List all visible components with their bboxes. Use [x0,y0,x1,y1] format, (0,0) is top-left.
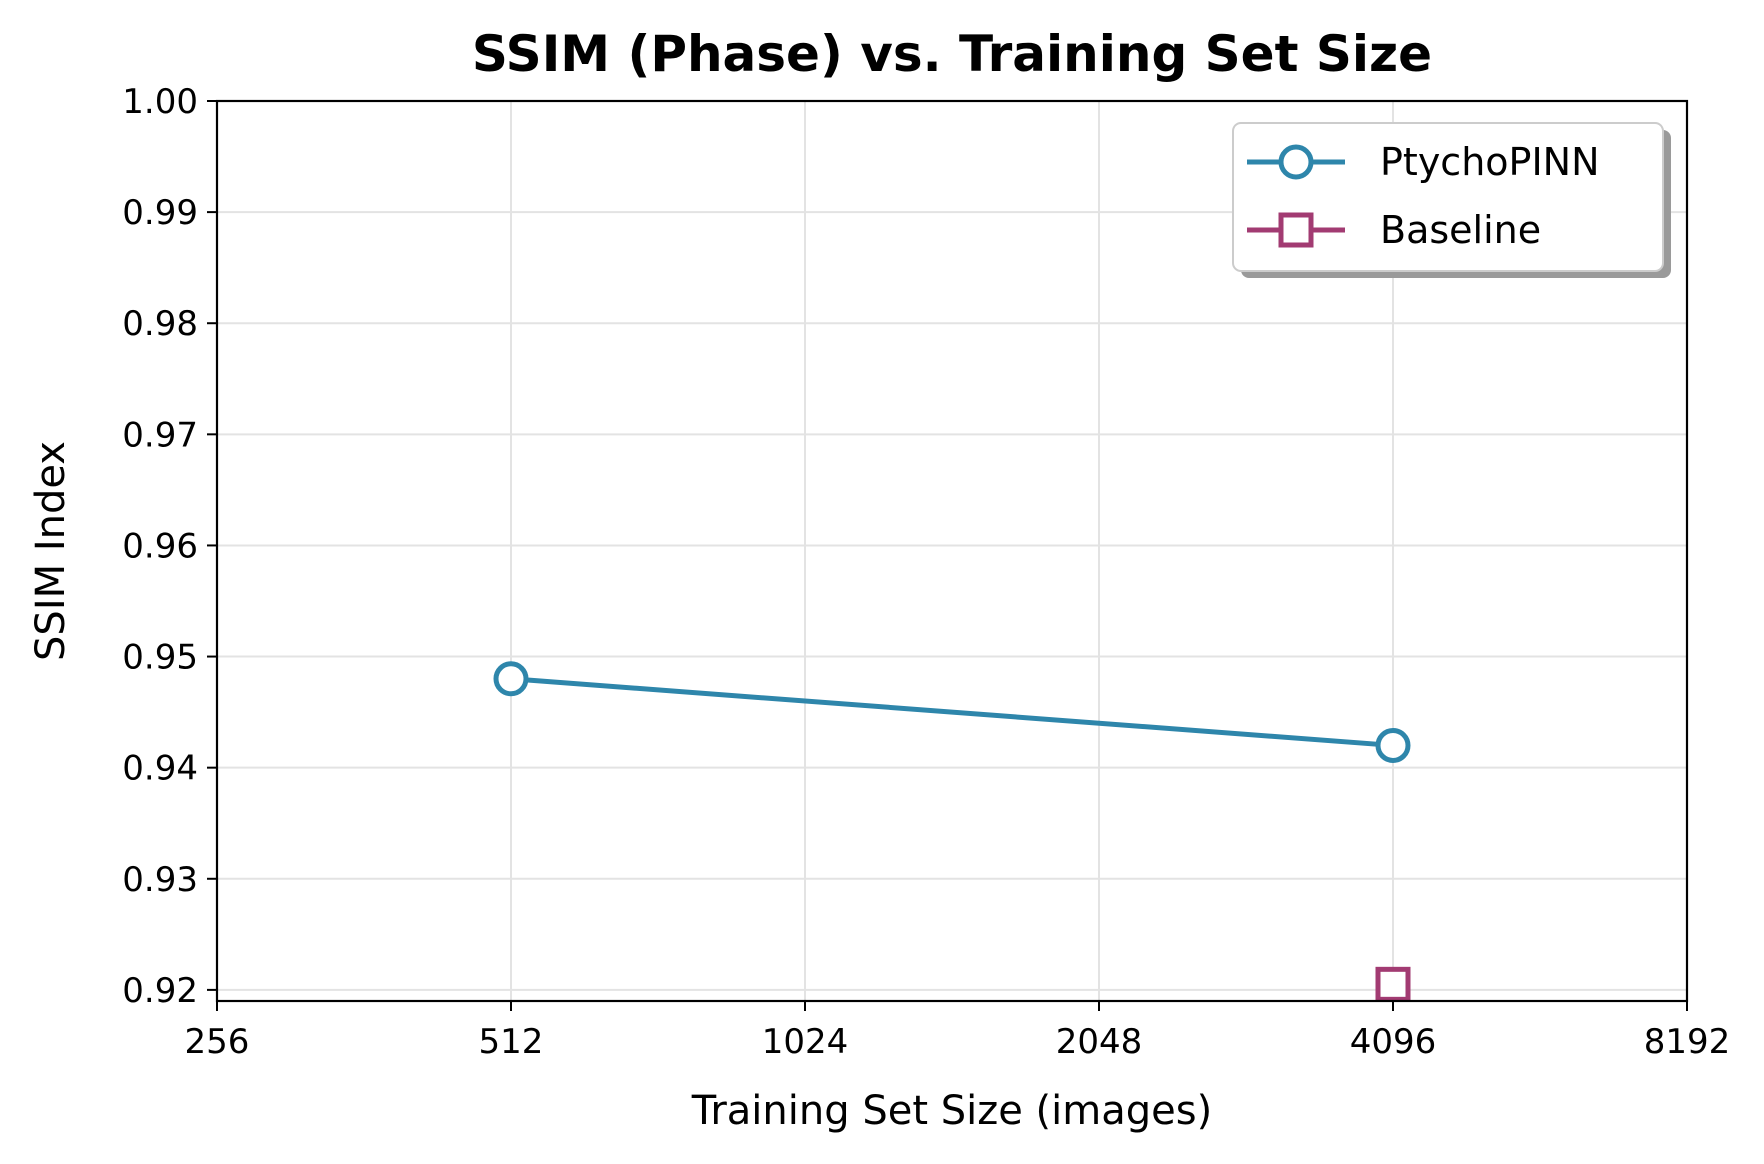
plot-frame [215,99,1689,1003]
legend-items: PtychoPINN Baseline [1247,140,1600,252]
ptychopinn-point [493,661,529,697]
x-tick-label: 512 [479,1022,544,1062]
legend-ptychopinn-label: PtychoPINN [1380,140,1600,184]
x-tick-label: 8192 [1644,1022,1731,1062]
y-tick-label: 0.96 [122,526,198,566]
legend-baseline-label: Baseline [1380,208,1541,252]
y-tick-label: 0.97 [122,415,198,455]
legend: PtychoPINN Baseline [1232,122,1671,278]
y-tick-label: 0.94 [122,749,198,789]
x-tick-label: 4096 [1350,1022,1437,1062]
series-layer [493,661,1411,1002]
y-tick-label: 0.95 [122,638,198,678]
y-axis-label: SSIM Index [28,441,74,661]
tick-layer: 256 512 1024 2048 4096 8192 0.92 0.93 0.94 0.95 0.… [122,82,1730,1062]
x-tick-label: 2048 [1056,1022,1143,1062]
legend-baseline-marker [1278,212,1314,248]
x-tick-label: 256 [185,1022,250,1062]
y-tick-label: 0.92 [122,971,198,1011]
y-tick-label: 0.99 [122,193,198,233]
ptychopinn-point [1375,727,1411,763]
y-tick-label: 0.98 [122,304,198,344]
baseline-point [1375,966,1411,1002]
y-tick-label: 0.93 [122,860,198,900]
x-axis-label: Training Set Size (images) [691,1088,1212,1134]
x-tick-label: 1024 [762,1022,849,1062]
legend-ptychopinn-marker [1278,144,1314,180]
y-tick-label: 1.00 [122,82,198,122]
ptychopinn-line [510,676,1394,748]
chart-title: SSIM (Phase) vs. Training Set Size [472,25,1432,83]
